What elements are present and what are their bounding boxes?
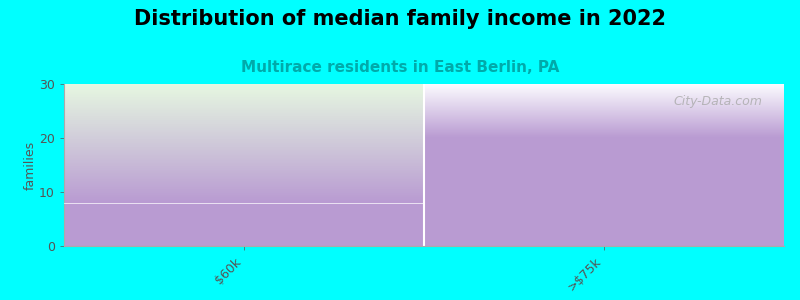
Text: Distribution of median family income in 2022: Distribution of median family income in … [134,9,666,29]
Text: Multirace residents in East Berlin, PA: Multirace residents in East Berlin, PA [241,60,559,75]
Y-axis label: families: families [23,140,36,190]
Text: City-Data.com: City-Data.com [674,95,762,108]
